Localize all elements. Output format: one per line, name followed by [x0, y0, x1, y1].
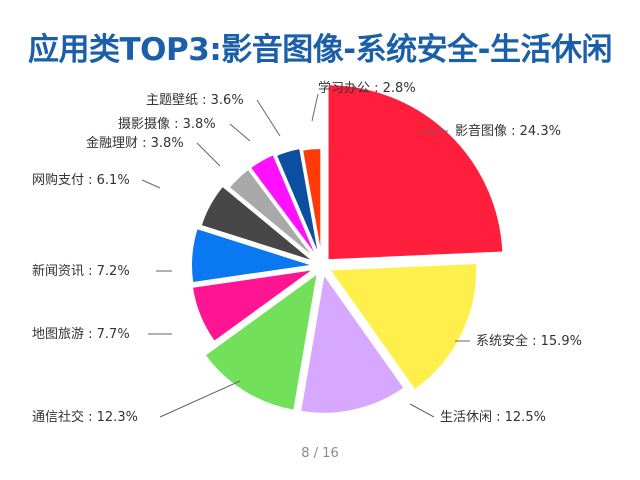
slice-label-10: 主题壁纸 : 3.6% [146, 93, 244, 108]
pie-slice-5 [190, 268, 316, 344]
pie-slice-2 [327, 261, 479, 392]
pie-slice-9 [248, 152, 319, 260]
pie-slice-4 [203, 270, 320, 412]
pie-slice-11 [300, 147, 323, 259]
pie-slice-6 [190, 226, 315, 285]
leader-line-11 [311, 93, 319, 122]
pie-slice-8 [227, 167, 318, 261]
pie-slice-10 [274, 146, 321, 259]
slice-label-8: 金融理财 : 3.8% [86, 135, 184, 151]
slice-label-9: 摄影摄像 : 3.8% [118, 117, 216, 132]
leader-line-8 [196, 142, 221, 167]
chart-title: 应用类TOP3:影音图像-系统安全-生活休闲 [28, 32, 612, 68]
slice-label-4: 通信社交 : 12.3% [32, 409, 138, 425]
page-indicator: 8 / 16 [301, 446, 339, 461]
pie-slice-1 [326, 83, 505, 262]
slice-label-3: 生活休闲 : 12.5% [440, 410, 546, 425]
slice-label-2: 系统安全 : 15.9% [476, 333, 582, 349]
leader-line-3 [409, 403, 435, 418]
pie-slice-3 [298, 271, 407, 415]
leader-line-4 [159, 380, 241, 418]
slice-label-5: 地图旅游 : 7.7% [32, 327, 130, 342]
slice-label-7: 网购支付 : 6.1% [32, 172, 130, 188]
slice-label-1: 影音图像 : 24.3% [455, 123, 561, 139]
leader-line-9 [229, 123, 251, 142]
pie-slice-7 [199, 184, 316, 264]
leader-line-7 [141, 179, 161, 189]
slice-label-11: 学习办公 : 2.8% [318, 80, 416, 96]
leader-line-10 [256, 99, 281, 137]
slice-label-6: 新闻资讯 : 7.2% [32, 263, 130, 279]
